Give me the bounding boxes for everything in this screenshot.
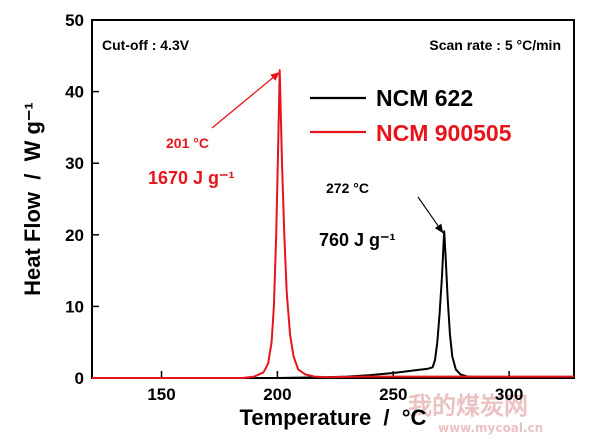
- watermark-url: www.mycoal.cn: [438, 421, 543, 435]
- scan-rate-note: Scan rate : 5 °C/min: [429, 37, 561, 53]
- y-axis-title: Heat Flow / W g⁻¹: [20, 102, 45, 296]
- annotation-arrow-black: [417, 196, 444, 234]
- x-axis-title: Temperature / °C: [240, 405, 427, 430]
- legend-label-ncm622: NCM 622: [376, 85, 473, 111]
- y-tick-label-0: 0: [75, 369, 84, 388]
- annotation-enthalpy-black: 760 J g⁻¹: [319, 230, 396, 250]
- series-layer: [92, 69, 574, 379]
- y-tick-label-4: 40: [65, 83, 84, 102]
- annotation-arrow-red: [211, 71, 281, 129]
- y-tick-label-5: 50: [65, 11, 84, 30]
- x-tick-label-1: 200: [263, 385, 291, 404]
- legend: NCM 622 NCM 900505: [310, 85, 512, 146]
- annotation-temp-black: 272 °C: [326, 180, 369, 196]
- plot-frame: [91, 19, 575, 379]
- watermark: 我的煤炭网 www.mycoal.cn: [408, 392, 543, 435]
- y-tick-label-2: 20: [65, 226, 84, 245]
- watermark-text: 我的煤炭网: [408, 392, 528, 420]
- x-tick-label-2: 250: [379, 385, 407, 404]
- series-line-ncm-622: [92, 230, 574, 379]
- series-line-ncm-900505: [92, 69, 574, 379]
- cutoff-note: Cut-off : 4.3V: [102, 37, 190, 53]
- x-tick-label-0: 150: [147, 385, 175, 404]
- annotation-enthalpy-red: 1670 J g⁻¹: [148, 168, 235, 188]
- y-tick-label-1: 10: [65, 297, 84, 316]
- annotation-ncm900505: 201 °C 1670 J g⁻¹: [148, 71, 281, 188]
- ticks-layer: 150 200 250 300 0 10 20 30 40 50: [65, 11, 523, 404]
- annotation-ncm622: 272 °C 760 J g⁻¹: [319, 180, 444, 250]
- y-tick-label-3: 30: [65, 154, 84, 173]
- annotation-temp-red: 201 °C: [166, 135, 209, 151]
- legend-label-ncm900505: NCM 900505: [376, 120, 512, 146]
- x-tick-label-3: 300: [495, 385, 523, 404]
